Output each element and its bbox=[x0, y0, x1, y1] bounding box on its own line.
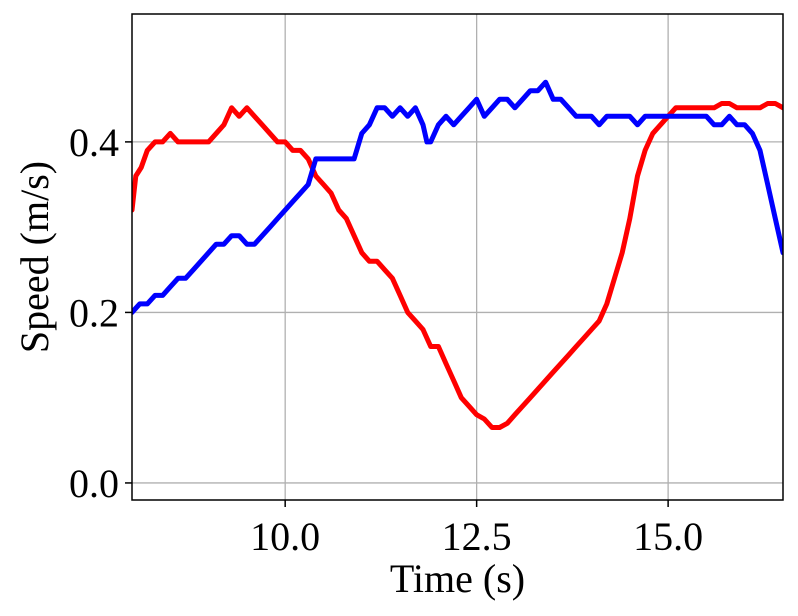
y-tick-label: 0.4 bbox=[69, 120, 119, 165]
series-line-1 bbox=[132, 101, 783, 430]
y-tick-label: 0.0 bbox=[69, 461, 119, 506]
plot-frame bbox=[131, 13, 784, 501]
y-tick-label: 0.2 bbox=[69, 290, 119, 335]
grid bbox=[132, 14, 783, 500]
ticks-group: 10.0 12.5 15.0 0.0 0.2 0.4 bbox=[69, 120, 703, 559]
y-axis-label: Speed (m/s) bbox=[12, 161, 57, 353]
x-tick-label: 15.0 bbox=[633, 514, 703, 559]
x-axis-label: Time (s) bbox=[390, 556, 525, 601]
x-tick-label: 10.0 bbox=[250, 514, 320, 559]
series-group bbox=[132, 79, 783, 430]
x-tick-label: 12.5 bbox=[442, 514, 512, 559]
series-line-2 bbox=[132, 79, 783, 315]
